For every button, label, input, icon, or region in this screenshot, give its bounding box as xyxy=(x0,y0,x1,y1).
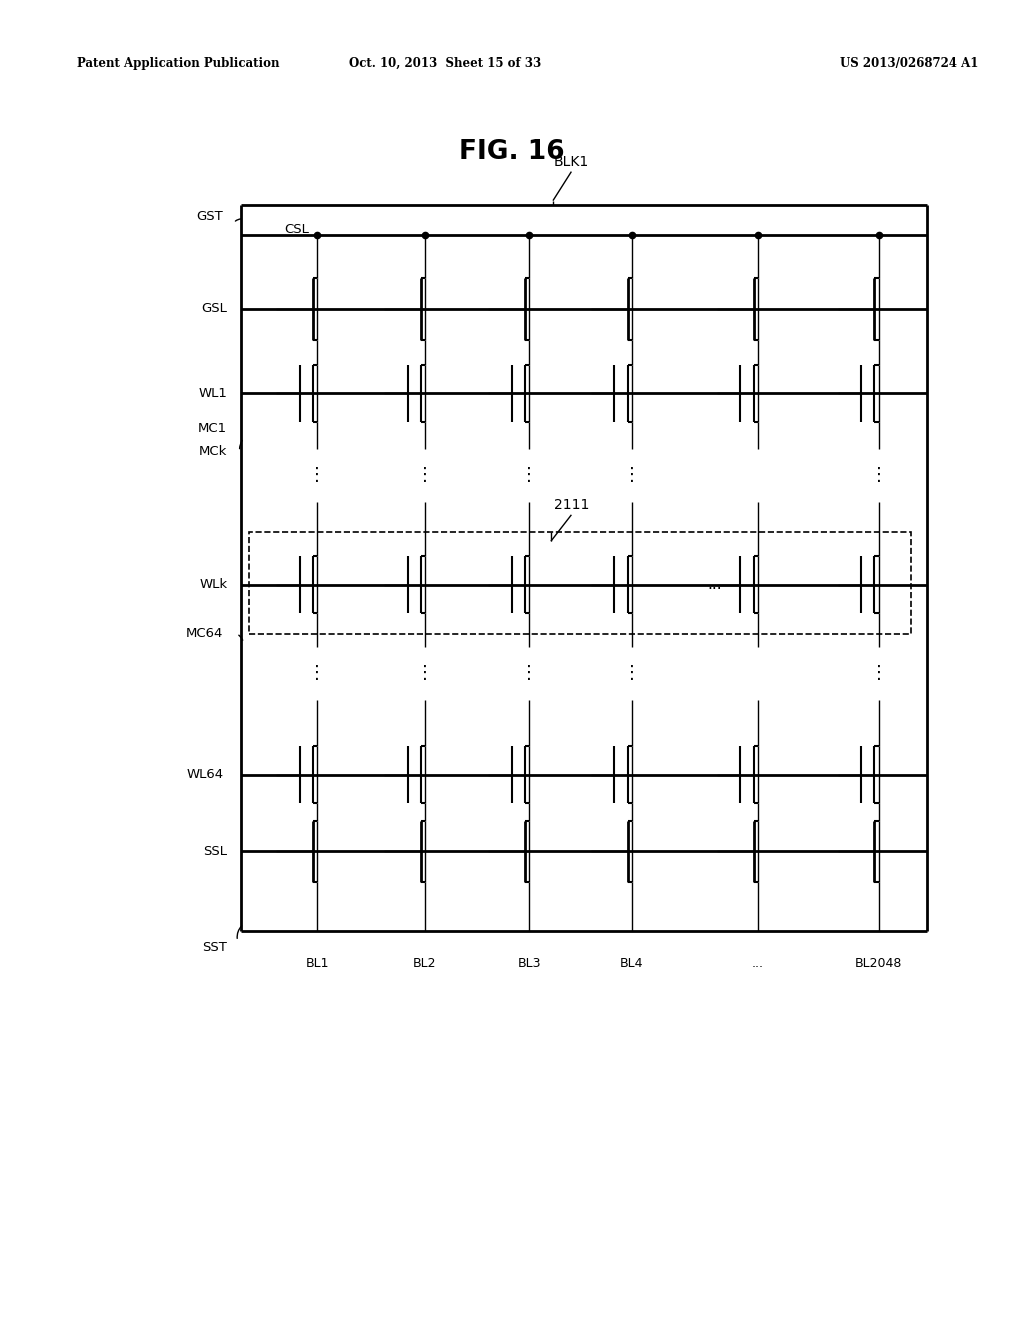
Text: BL2048: BL2048 xyxy=(855,957,902,970)
Text: WLk: WLk xyxy=(200,578,227,591)
Text: MC64: MC64 xyxy=(186,627,223,640)
Text: ⋮: ⋮ xyxy=(308,466,327,484)
Text: MC1: MC1 xyxy=(199,422,227,436)
Text: CSL: CSL xyxy=(285,223,309,236)
Text: Patent Application Publication: Patent Application Publication xyxy=(77,57,280,70)
Text: US 2013/0268724 A1: US 2013/0268724 A1 xyxy=(840,57,978,70)
Text: ⋮: ⋮ xyxy=(623,466,641,484)
Text: GST: GST xyxy=(197,210,223,223)
Text: MCk: MCk xyxy=(199,445,227,458)
Text: ⋮: ⋮ xyxy=(520,664,539,682)
Text: BL2: BL2 xyxy=(414,957,436,970)
Text: ⋮: ⋮ xyxy=(869,466,888,484)
Text: SSL: SSL xyxy=(204,845,227,858)
Text: ⋮: ⋮ xyxy=(869,664,888,682)
Text: ⋮: ⋮ xyxy=(416,664,434,682)
Text: BL3: BL3 xyxy=(518,957,541,970)
Text: BL4: BL4 xyxy=(621,957,643,970)
Text: 2111: 2111 xyxy=(554,498,589,512)
Text: Oct. 10, 2013  Sheet 15 of 33: Oct. 10, 2013 Sheet 15 of 33 xyxy=(349,57,542,70)
Text: BLK1: BLK1 xyxy=(554,154,589,169)
Bar xyxy=(249,532,911,634)
Text: ⋮: ⋮ xyxy=(623,664,641,682)
Text: ...: ... xyxy=(708,577,722,593)
Text: FIG. 16: FIG. 16 xyxy=(459,139,565,165)
Text: BL1: BL1 xyxy=(306,957,329,970)
Text: ⋮: ⋮ xyxy=(308,664,327,682)
Text: ⋮: ⋮ xyxy=(520,466,539,484)
Text: WL1: WL1 xyxy=(199,387,227,400)
Text: ⋮: ⋮ xyxy=(416,466,434,484)
Text: WL64: WL64 xyxy=(186,768,223,781)
Text: ...: ... xyxy=(752,957,764,970)
Text: SST: SST xyxy=(203,941,227,954)
Text: GSL: GSL xyxy=(202,302,227,315)
